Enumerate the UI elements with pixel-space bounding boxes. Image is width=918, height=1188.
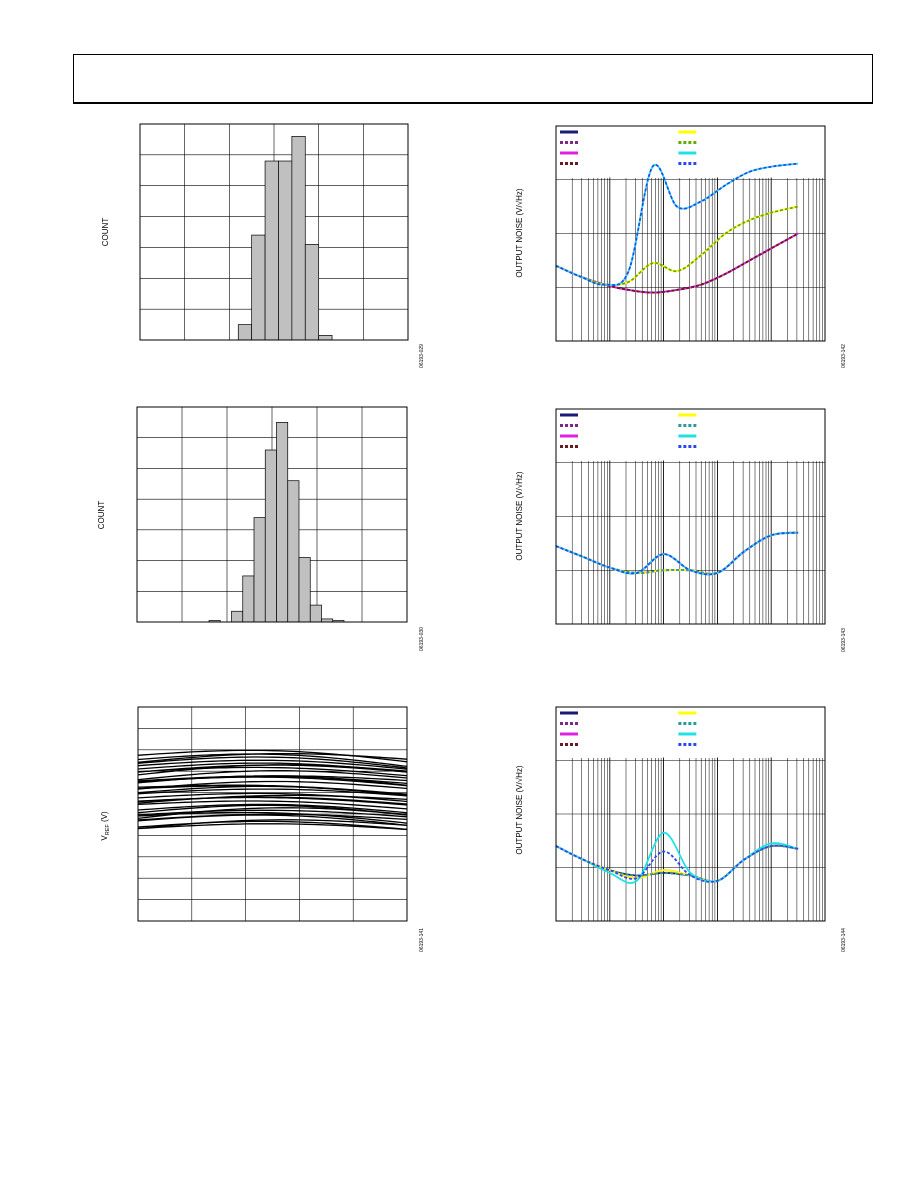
histogram-bar xyxy=(304,243,320,341)
legend-box xyxy=(556,707,780,758)
vref-curve xyxy=(137,756,408,769)
histogram-bar xyxy=(298,557,311,623)
noise-series-line xyxy=(555,162,799,287)
histogram-bar xyxy=(264,449,277,623)
noise-series-line xyxy=(555,162,799,287)
output-noise-plot-2: OUTPUT NOISE (V/√Hz) 06193-143 xyxy=(515,408,847,652)
vref-curves xyxy=(137,749,408,831)
noise-series-line xyxy=(555,232,799,294)
histogram-bars xyxy=(237,135,333,341)
noise-series-line xyxy=(555,531,799,576)
histogram-bar xyxy=(251,234,266,341)
legend xyxy=(556,126,780,178)
noise-series-line xyxy=(555,232,799,294)
histogram-bar xyxy=(278,160,293,341)
vref-curve xyxy=(137,792,408,803)
y-axis-label: COUNT xyxy=(97,501,106,530)
legend-box xyxy=(556,409,780,461)
vref-curve xyxy=(137,759,408,770)
vref-curve xyxy=(137,762,408,773)
y-axis-label: OUTPUT NOISE (V/√Hz) xyxy=(515,471,524,560)
vref-curve xyxy=(137,780,408,790)
output-noise-plot-3: OUTPUT NOISE (V/√Hz) 06193-144 xyxy=(515,706,847,952)
histogram-bar xyxy=(309,604,322,623)
vref-curve xyxy=(137,749,408,763)
figure-number: 06193-030 xyxy=(419,627,425,651)
vref-drift-plot: VREF (V) 06193-141 xyxy=(100,706,425,952)
figure-number: 06193-029 xyxy=(419,344,425,368)
figure-number: 06193-141 xyxy=(419,928,425,952)
plot-frame xyxy=(137,706,408,922)
vref-curve xyxy=(137,794,408,804)
output-noise-plot-1: OUTPUT NOISE (V/√Hz) 06193-142 xyxy=(515,125,847,368)
noise-series-line xyxy=(555,232,799,294)
y-axis-label: VREF (V) xyxy=(100,811,111,841)
y-axis-label: OUTPUT NOISE (V/√Hz) xyxy=(515,188,524,277)
histogram-bar xyxy=(242,575,255,623)
grid xyxy=(555,707,826,921)
count-histogram-2: COUNT 06193-030 xyxy=(97,406,425,651)
noise-series-line xyxy=(555,205,799,286)
noise-curves xyxy=(555,531,799,576)
vref-curve xyxy=(137,775,408,783)
histogram-bar xyxy=(276,422,289,623)
header-rule xyxy=(73,102,873,104)
count-histogram-1: COUNT 06193-029 xyxy=(101,123,425,368)
vref-curve xyxy=(137,813,408,821)
histogram-bar xyxy=(287,480,300,623)
y-axis-label: OUTPUT NOISE (V/√Hz) xyxy=(515,765,524,854)
histogram-bar xyxy=(237,324,253,341)
noise-series-line xyxy=(555,232,799,294)
vref-curve xyxy=(137,823,408,831)
legend xyxy=(556,409,780,461)
histogram-bars xyxy=(208,422,345,623)
vref-curve xyxy=(137,800,408,810)
figure-number: 06193-143 xyxy=(841,628,847,652)
noise-series-line xyxy=(555,205,799,286)
histogram-bar xyxy=(291,135,306,341)
vref-curve xyxy=(137,788,408,797)
histogram-bar xyxy=(318,335,333,341)
plot-frame xyxy=(555,706,826,922)
noise-series-line xyxy=(555,844,799,883)
y-axis-label: COUNT xyxy=(101,218,110,247)
legend-box xyxy=(556,126,780,178)
vref-curve xyxy=(137,819,408,830)
histogram-bar xyxy=(231,610,244,623)
vref-curve xyxy=(137,770,408,781)
noise-curves xyxy=(555,831,799,884)
vref-curve xyxy=(137,766,408,777)
plot-frame xyxy=(139,123,409,341)
noise-series-line xyxy=(555,844,799,883)
figure-number: 06193-144 xyxy=(841,928,847,952)
histogram-bar xyxy=(264,160,279,341)
legend xyxy=(556,707,780,758)
figure-number: 06193-142 xyxy=(841,344,847,368)
plot-frame xyxy=(555,408,826,625)
plot-frame xyxy=(136,406,408,623)
histogram-bar xyxy=(253,517,266,623)
plot-frame xyxy=(555,125,826,342)
vref-curve xyxy=(137,803,408,814)
noise-series-line xyxy=(555,831,799,884)
vref-curve xyxy=(137,804,408,816)
noise-series-line xyxy=(555,531,799,575)
vref-curve xyxy=(137,809,408,818)
noise-curves xyxy=(555,162,799,294)
